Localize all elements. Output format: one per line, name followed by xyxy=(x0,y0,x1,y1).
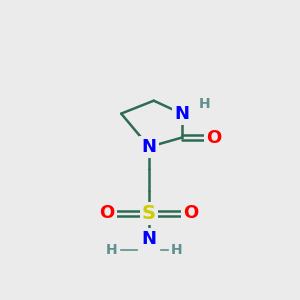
Text: H: H xyxy=(199,98,211,111)
Text: H: H xyxy=(171,243,183,257)
Text: O: O xyxy=(207,129,222,147)
Text: O: O xyxy=(183,204,199,222)
Text: N: N xyxy=(142,230,157,248)
Text: N: N xyxy=(174,105,189,123)
Text: H: H xyxy=(106,243,118,257)
Text: S: S xyxy=(142,204,156,223)
Text: N: N xyxy=(142,138,157,156)
Text: O: O xyxy=(100,204,115,222)
